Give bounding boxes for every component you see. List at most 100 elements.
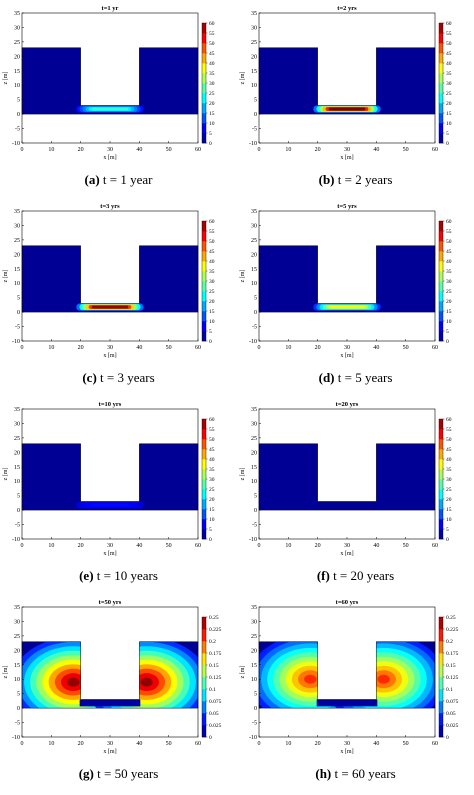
plot-title: t=3 yrs	[100, 203, 120, 210]
x-tick-label: 0	[21, 345, 24, 351]
colorbar-tick-label: 55	[209, 229, 215, 235]
colorbar-tick-label: 0	[209, 339, 212, 345]
y-tick-label: 30	[251, 421, 257, 427]
x-tick-label: 20	[78, 147, 84, 153]
x-tick-label: 0	[21, 543, 24, 549]
concentration-field	[22, 641, 198, 709]
x-tick-label: 10	[48, 147, 54, 153]
x-tick-label: 50	[403, 741, 409, 747]
x-tick-label: 40	[136, 543, 142, 549]
colorbar-tick-label: 35	[446, 71, 452, 77]
colorbar-tick-label: 0.025	[446, 723, 459, 729]
panel-e: 0 10 20 30 40 50 60 -10 -5 0 5 10 15 20 25 30 35 x [m] z […	[0, 396, 237, 592]
y-tick-label: 30	[251, 223, 257, 229]
colorbar-tick-label: 45	[446, 249, 452, 255]
y-tick-label: 35	[251, 407, 257, 413]
x-tick-label: 30	[107, 147, 113, 153]
y-axis-label: z [m]	[240, 666, 246, 679]
colorbar-tick-label: 60	[209, 219, 215, 225]
x-tick-label: 20	[315, 543, 321, 549]
concentration-field	[259, 245, 435, 313]
colorbar-tick-label: 30	[209, 477, 215, 483]
y-tick-label: 25	[14, 436, 20, 442]
y-tick-label: 0	[17, 310, 20, 316]
x-axis-label: x [m]	[103, 551, 116, 557]
y-tick-label: -10	[12, 141, 20, 147]
colorbar-tick-label: 0	[446, 141, 449, 147]
x-axis-label: x [m]	[340, 353, 353, 359]
x-tick-label: 40	[373, 741, 379, 747]
x-tick-label: 0	[258, 345, 261, 351]
x-axis-label: x [m]	[340, 749, 353, 755]
y-axis-label: z [m]	[240, 72, 246, 85]
colorbar-tick-label: 0.25	[446, 615, 456, 621]
colorbar-tick-label: 20	[446, 497, 452, 503]
panel-caption: (f) t = 20 years	[237, 568, 474, 584]
colorbar: 0 5 10 15 20 25 30 35 40 45 50 55 60	[438, 21, 452, 147]
y-axis-label: z [m]	[3, 270, 9, 283]
plot-title: t=50 yrs	[99, 599, 122, 606]
y-tick-label: 35	[251, 209, 257, 215]
concentration-field	[259, 47, 435, 115]
plot-title: t=20 yrs	[336, 401, 359, 408]
colorbar-tick-label: 50	[446, 437, 452, 443]
colorbar-tick-label: 35	[209, 467, 215, 473]
y-tick-label: 10	[251, 677, 257, 683]
caption-text: t = 50 years	[93, 766, 159, 781]
y-axis-label: z [m]	[3, 468, 9, 481]
caption-text: t = 3 years	[96, 370, 155, 385]
y-tick-label: -5	[252, 325, 257, 331]
colorbar-tick-label: 30	[446, 279, 452, 285]
y-tick-label: 20	[14, 450, 20, 456]
y-tick-label: 25	[251, 40, 257, 46]
caption-text: t = 60 years	[331, 766, 396, 781]
y-tick-label: 35	[14, 11, 20, 17]
concentration-field	[22, 245, 198, 313]
colorbar-tick-label: 0.225	[209, 627, 222, 633]
colorbar-tick-label: 25	[209, 91, 215, 97]
panel-g: 0 10 20 30 40 50 60 -10 -5 0 5 10 15 20 25 30 35 x [m] z […	[0, 594, 237, 790]
caption-text: t = 1 year	[99, 172, 153, 187]
x-axis-label: x [m]	[340, 155, 353, 161]
colorbar-tick-label: 0.125	[446, 675, 459, 681]
y-tick-label: 15	[14, 663, 20, 669]
x-tick-label: 0	[258, 741, 261, 747]
y-tick-label: 0	[254, 508, 257, 514]
y-tick-label: -10	[249, 339, 257, 345]
y-axis-label: z [m]	[240, 468, 246, 481]
x-tick-label: 30	[344, 147, 350, 153]
colorbar-tick-label: 45	[209, 249, 215, 255]
colorbar-tick-label: 55	[446, 427, 452, 433]
y-tick-label: -10	[12, 735, 20, 741]
y-tick-label: 5	[17, 494, 20, 500]
x-tick-label: 50	[166, 543, 172, 549]
colorbar-tick-label: 0.175	[446, 651, 459, 657]
x-tick-label: 20	[78, 741, 84, 747]
colorbar-tick-label: 45	[446, 51, 452, 57]
colorbar-tick-label: 20	[209, 497, 215, 503]
y-tick-label: -5	[252, 127, 257, 133]
y-tick-label: 20	[251, 54, 257, 60]
y-tick-label: -5	[15, 127, 20, 133]
caption-letter: (g)	[78, 766, 94, 781]
y-tick-label: 10	[14, 479, 20, 485]
colorbar-tick-label: 0.25	[209, 615, 219, 621]
panel-caption: (g) t = 50 years	[0, 766, 237, 782]
y-tick-label: -5	[15, 721, 20, 727]
x-tick-label: 10	[48, 741, 54, 747]
x-tick-label: 0	[21, 741, 24, 747]
y-tick-label: 20	[251, 252, 257, 258]
panel-caption: (d) t = 5 years	[237, 370, 474, 386]
colorbar-tick-label: 55	[209, 427, 215, 433]
y-tick-label: 20	[251, 450, 257, 456]
caption-letter: (e)	[79, 568, 94, 583]
x-tick-label: 20	[78, 543, 84, 549]
colorbar-tick-label: 0.2	[209, 639, 216, 645]
x-axis-label: x [m]	[340, 551, 353, 557]
caption-letter: (d)	[318, 370, 335, 385]
